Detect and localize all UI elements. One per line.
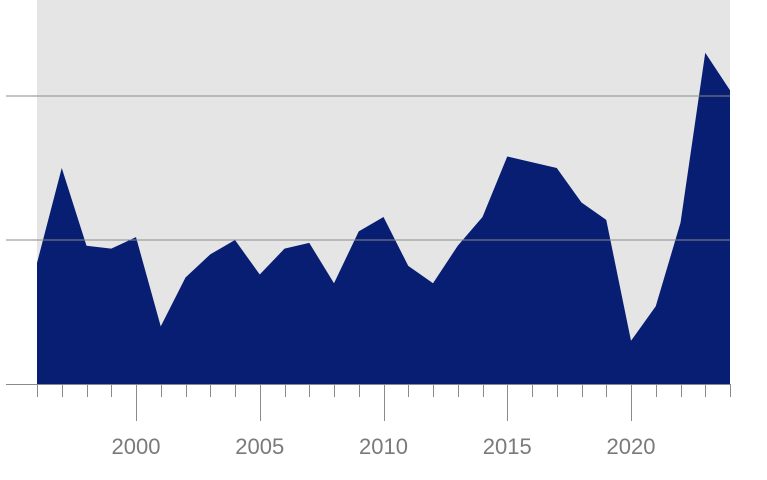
x-axis-ticks: [37, 384, 731, 421]
x-tick-label: 2010: [359, 434, 408, 459]
x-axis-tick-labels: 2000 2005 2010 2015 2020: [112, 434, 656, 459]
x-tick-label: 2015: [483, 434, 532, 459]
gridlines: [6, 95, 730, 241]
x-tick-label: 2000: [112, 434, 161, 459]
x-tick-label: 2005: [235, 434, 284, 459]
area-series: [37, 52, 730, 385]
x-tick-label: 2020: [607, 434, 656, 459]
